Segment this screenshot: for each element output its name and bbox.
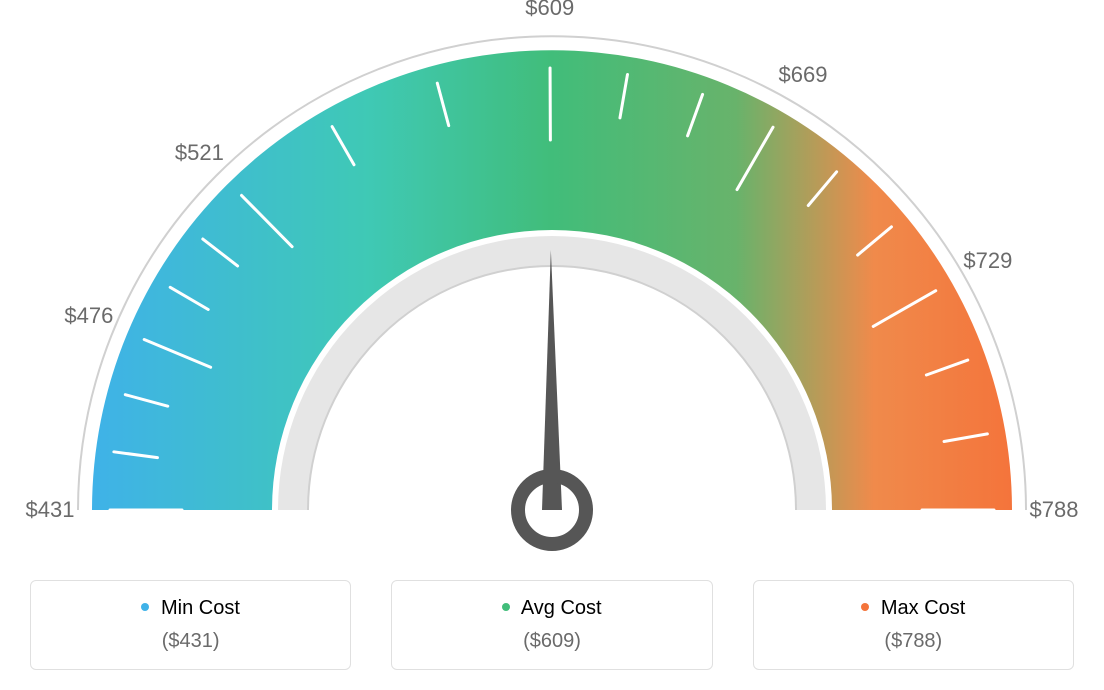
legend-value-max: ($788): [764, 630, 1063, 653]
gauge-tick-label: $729: [963, 248, 1012, 274]
gauge-svg: [0, 0, 1104, 570]
gauge-area: $431 $476 $521 $609 $669 $729 $788: [0, 0, 1104, 570]
legend-title-avg: Avg Cost: [402, 597, 701, 620]
legend-card-avg: Avg Cost ($609): [391, 580, 712, 670]
legend-title-max-text: Max Cost: [881, 597, 965, 619]
gauge-tick-label: $609: [525, 0, 574, 21]
legend-card-min: Min Cost ($431): [30, 580, 351, 670]
dot-icon: [502, 603, 510, 611]
legend-title-min-text: Min Cost: [161, 597, 240, 619]
cost-gauge-container: $431 $476 $521 $609 $669 $729 $788 Min Cost ($…: [0, 0, 1104, 690]
gauge-tick-label: $431: [26, 497, 75, 523]
gauge-tick-label: $669: [779, 62, 828, 88]
gauge-tick-label: $476: [64, 303, 113, 329]
gauge-tick-label: $521: [175, 140, 224, 166]
legend-card-max: Max Cost ($788): [753, 580, 1074, 670]
gauge-tick-label: $788: [1030, 497, 1079, 523]
legend-value-min: ($431): [41, 630, 340, 653]
legend-title-avg-text: Avg Cost: [521, 597, 602, 619]
legend-title-min: Min Cost: [41, 597, 340, 620]
legend-title-max: Max Cost: [764, 597, 1063, 620]
legend-row: Min Cost ($431) Avg Cost ($609) Max Cost…: [30, 580, 1074, 670]
dot-icon: [861, 603, 869, 611]
legend-value-avg: ($609): [402, 630, 701, 653]
dot-icon: [141, 603, 149, 611]
